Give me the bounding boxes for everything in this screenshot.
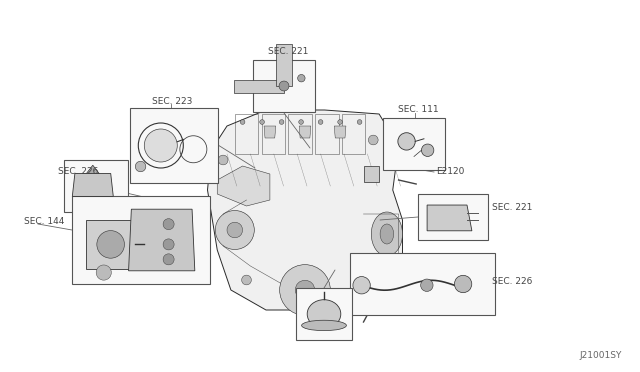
Circle shape [454, 275, 472, 293]
Bar [64, 160, 128, 212]
Polygon shape [72, 173, 113, 196]
Polygon shape [276, 44, 292, 86]
Ellipse shape [371, 212, 403, 256]
Circle shape [144, 129, 177, 162]
Text: SEC. 221: SEC. 221 [492, 203, 532, 212]
Circle shape [420, 279, 433, 291]
Circle shape [369, 135, 378, 145]
Ellipse shape [301, 320, 346, 331]
Bar [72, 196, 210, 284]
Text: SEC. 111: SEC. 111 [398, 106, 438, 115]
Text: SEC. 144: SEC. 144 [24, 217, 65, 225]
Bar [296, 288, 352, 340]
Circle shape [279, 120, 284, 124]
Circle shape [298, 74, 305, 82]
Polygon shape [299, 126, 311, 138]
Polygon shape [207, 110, 403, 310]
Circle shape [163, 219, 174, 230]
Circle shape [339, 301, 349, 311]
Circle shape [398, 133, 415, 150]
Polygon shape [334, 126, 346, 138]
Circle shape [318, 120, 323, 124]
Polygon shape [427, 205, 472, 231]
Polygon shape [217, 166, 270, 206]
Bar [418, 194, 488, 240]
Text: SEC. 221: SEC. 221 [268, 48, 308, 57]
Polygon shape [129, 209, 195, 271]
Circle shape [163, 254, 174, 265]
Polygon shape [86, 220, 136, 269]
Text: SEC. 226: SEC. 226 [58, 167, 99, 176]
Ellipse shape [307, 300, 341, 328]
Polygon shape [264, 126, 276, 138]
Circle shape [422, 144, 434, 157]
Circle shape [163, 239, 174, 250]
Circle shape [299, 120, 303, 124]
Bar [253, 60, 315, 112]
Circle shape [353, 276, 371, 294]
Circle shape [357, 120, 362, 124]
Circle shape [215, 211, 254, 250]
Circle shape [338, 120, 342, 124]
Circle shape [96, 265, 111, 280]
Circle shape [280, 264, 330, 315]
Circle shape [279, 81, 289, 91]
Circle shape [227, 222, 243, 238]
Circle shape [240, 120, 245, 124]
Circle shape [135, 161, 146, 172]
Circle shape [242, 275, 252, 285]
Circle shape [295, 280, 315, 300]
Polygon shape [86, 165, 99, 173]
Circle shape [260, 120, 264, 124]
Text: J21001SY: J21001SY [580, 351, 622, 360]
Polygon shape [364, 166, 379, 182]
Ellipse shape [380, 224, 394, 244]
Text: SEC. 223: SEC. 223 [152, 96, 193, 106]
Bar [383, 118, 445, 170]
Text: E2120: E2120 [436, 167, 465, 176]
Text: SEC. 226: SEC. 226 [492, 278, 532, 286]
Circle shape [97, 231, 124, 258]
Bar [350, 253, 495, 315]
Polygon shape [234, 80, 284, 93]
Circle shape [218, 155, 228, 165]
Bar [130, 108, 218, 183]
